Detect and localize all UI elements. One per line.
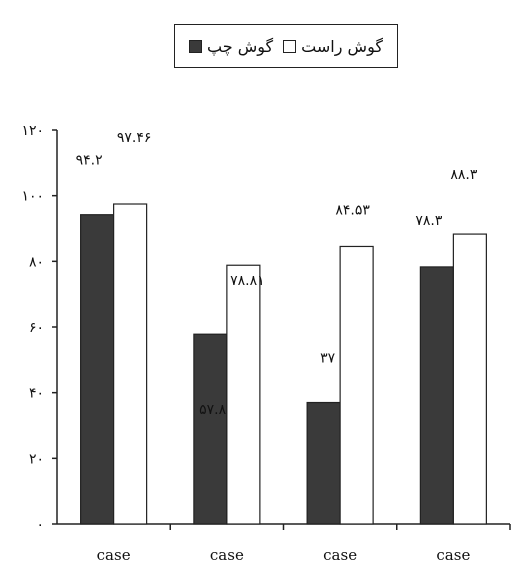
data-label: ۳۷ [320, 351, 336, 367]
data-label: ۸۸.۳ [450, 167, 477, 183]
bar-right-ear [226, 264, 261, 525]
y-tick-label: ۶۰ [29, 320, 44, 336]
x-tick-label: case [210, 546, 244, 564]
bar-left-ear [419, 266, 454, 525]
y-tick-label: ۱۰۰ [21, 189, 44, 205]
y-tick-label: ۸۰ [29, 254, 44, 270]
x-tick-label: case [436, 546, 470, 564]
bar-left-ear [80, 214, 115, 525]
data-label: ۷۸.۸۱ [230, 273, 265, 289]
legend-item-left-ear: گوش چپ [189, 37, 273, 56]
bar-right-ear [113, 203, 148, 525]
x-tick-label: case [323, 546, 357, 564]
y-tick-label: ۱۲۰ [21, 123, 44, 139]
bar-left-ear [306, 401, 341, 525]
data-label: ۹۴.۲ [76, 153, 103, 169]
y-tick-label: ۴۰ [29, 386, 44, 402]
data-label: ۹۷.۴۶ [117, 130, 152, 146]
x-tick-label: case [97, 546, 131, 564]
bar-left-ear [193, 333, 228, 525]
bar-right-ear [452, 233, 487, 525]
legend-item-right-ear: گوش راست [283, 37, 383, 56]
data-label: ۵۷.۸۱ [199, 402, 234, 418]
data-label: ۷۸.۳ [415, 213, 442, 229]
y-tick-label: ۲۰ [29, 451, 44, 467]
legend: گوش راست گوش چپ [174, 24, 398, 68]
legend-label-left-ear: گوش چپ [207, 36, 274, 56]
legend-swatch-left-ear [189, 39, 203, 53]
legend-label-right-ear: گوش راست [301, 36, 383, 56]
legend-swatch-right-ear [283, 39, 297, 53]
bar-right-ear [339, 245, 374, 525]
y-tick-label: ۰ [36, 517, 44, 533]
data-label: ۸۴.۵۳ [335, 202, 370, 218]
